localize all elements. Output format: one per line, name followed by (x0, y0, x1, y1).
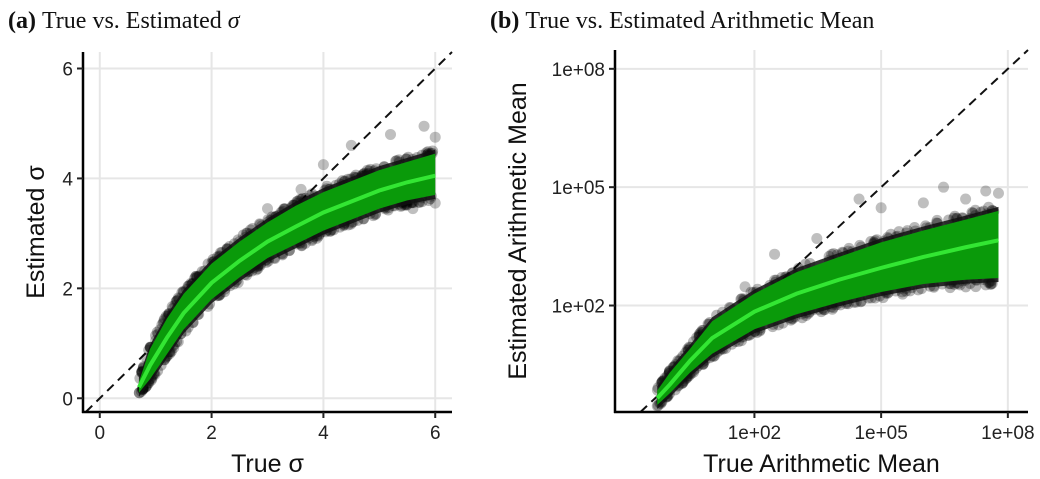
panel-a-title-text: True vs. Estimated (41, 8, 228, 34)
a-outlier-point-6 (385, 128, 396, 140)
b-trend-line (655, 238, 999, 400)
b-outlier-point-3 (938, 181, 950, 193)
a-band (138, 153, 436, 393)
a-outlier-point-5 (345, 139, 357, 151)
a-y-tick-label-0: 0 (62, 389, 73, 410)
panel-a-label: (a) (8, 8, 36, 34)
a-x-tick-label-1: 2 (206, 423, 217, 444)
b-y-tick-label-0: 1e+02 (552, 297, 605, 318)
a-x-tick-label-3: 6 (430, 423, 441, 444)
b-outlier-point-5 (960, 193, 972, 205)
panel-b-label: (b) (490, 8, 520, 34)
b-outlier-point-9 (917, 197, 929, 209)
b-point (970, 281, 982, 293)
b-outlier-point-4 (980, 185, 992, 197)
panel-b-title: (b) True vs. Estimated Arithmetic Mean (490, 8, 874, 35)
a-outlier-point-3 (262, 203, 273, 215)
a-y-tick-label-1: 2 (62, 279, 73, 300)
b-x-axis-title: True Arithmetic Mean (703, 450, 940, 478)
a-outlier-point-12 (295, 183, 307, 195)
a-trend-line (137, 173, 436, 389)
b-outlier-point-0 (739, 281, 751, 293)
b-outlier-point-2 (853, 193, 865, 205)
panel-a-title: (a) True vs. Estimated σ (8, 8, 240, 35)
a-x-tick-label-2: 4 (318, 423, 329, 444)
b-x-tick-label-1: 1e+05 (854, 423, 907, 444)
panel-b: (b) True vs. Estimated Arithmetic Mean 1e… (480, 0, 1040, 479)
b-y-tick-label-1: 1e+05 (552, 178, 605, 199)
b-y-axis-title: Estimated Arithmetic Mean (504, 82, 532, 379)
chart-a: 0 2 4 6 0 2 4 6 True σ Estimated σ (22, 51, 453, 478)
b-x-tick-label-0: 1e+02 (728, 423, 781, 444)
b-x-tick-label-2: 1e+08 (981, 423, 1034, 444)
a-y-tick-label-3: 6 (62, 59, 73, 80)
b-reference-line (639, 49, 1029, 413)
a-outlier-point-8 (429, 131, 441, 143)
a-outlier-point-9 (407, 203, 419, 215)
b-outlier-point-6 (992, 187, 1004, 199)
a-outlier-point-4 (317, 159, 329, 171)
a-x-tick-label-0: 0 (94, 423, 105, 444)
a-outlier-point-10 (429, 197, 441, 209)
a-x-axis-title: True σ (231, 450, 304, 478)
panel-b-title-text: True vs. Estimated Arithmetic Mean (525, 8, 875, 34)
b-outlier-point-8 (875, 202, 887, 214)
panel-a: (a) True vs. Estimated σ 0 2 4 6 0 2 4 6 True σ Es… (0, 0, 480, 479)
a-outlier-point-7 (418, 120, 430, 132)
a-y-tick-label-2: 4 (62, 169, 73, 190)
b-point (960, 281, 972, 293)
b-outlier-point-1 (811, 232, 823, 244)
b-outlier-point-7 (769, 248, 781, 260)
a-y-axis-title: Estimated σ (22, 165, 50, 299)
panel-a-title-symbol: σ (227, 8, 240, 34)
b-y-tick-label-2: 1e+08 (552, 60, 605, 81)
chart-b: 1e+02 1e+05 1e+08 1e+02 1e+05 1e+08 True Arith… (504, 49, 1035, 478)
